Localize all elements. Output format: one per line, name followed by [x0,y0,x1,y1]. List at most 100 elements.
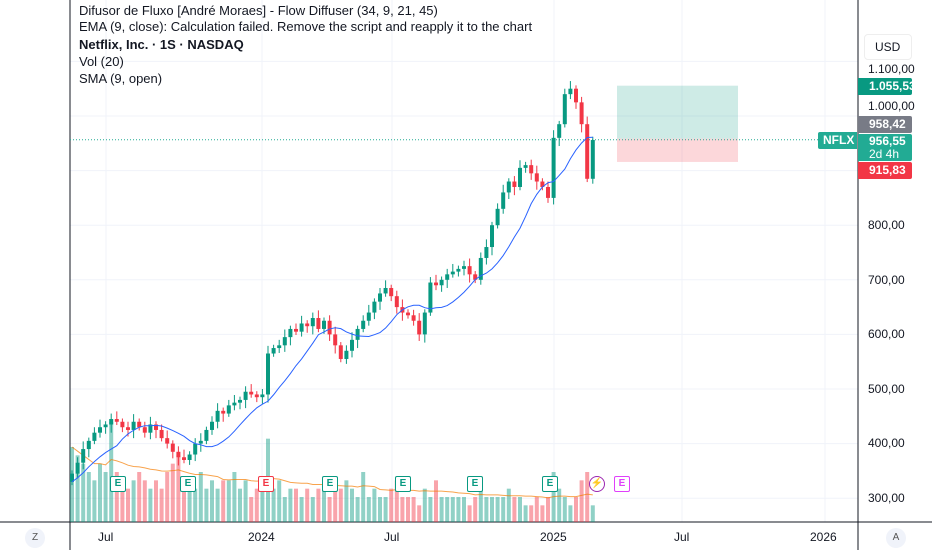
candle-body [540,181,545,187]
candle-body [120,421,125,428]
earnings-event-icon[interactable]: E [395,476,411,492]
candle-body [478,257,483,280]
candle-body [495,208,500,226]
volume-bar [501,497,506,522]
candle-body [98,427,102,433]
candle-body [501,192,506,209]
candle-body [484,247,489,258]
candle-body [411,315,416,321]
candle-body [534,173,539,182]
candle-body [243,391,248,400]
volume-bar [215,488,220,522]
price-label: 1.000,00 [868,99,915,113]
indicator-legend-flow-diffuser[interactable]: Difusor de Fluxo [André Moraes] - Flow D… [79,3,438,18]
volume-bar [579,480,584,522]
candle-body [383,287,388,294]
candle-body [266,353,270,395]
volume-bar [557,488,562,522]
candle-body [249,391,254,395]
volume-bar [159,488,164,522]
symbol-legend[interactable]: Netflix, Inc. · 1S · NASDAQ [79,37,244,52]
volume-bar [361,472,366,522]
volume-bar [338,488,343,522]
candle-body [142,427,147,433]
volume-bar [372,488,377,522]
volume-bar [590,505,595,522]
volume-bar [154,480,158,522]
time-label: Jul [674,530,690,544]
volume-bar [467,505,472,522]
volume-bar [400,497,405,522]
candle-body [562,94,567,125]
volume-bar [238,488,242,522]
price-label: 700,00 [868,273,905,287]
candle-body [574,88,578,103]
volume-bar [98,463,102,522]
volume-bar [277,480,282,522]
zoom-button[interactable]: Z [25,528,45,548]
volume-bar [450,497,455,522]
price-label: 300,00 [868,491,905,505]
volume-bar [523,505,528,522]
volume-bar [568,505,573,522]
candle-body [417,320,422,335]
volume-bar [562,497,567,522]
volume-bar [546,497,550,522]
candle-body [305,323,310,327]
symbol-tag: NFLX [818,132,857,149]
dividend-event-icon[interactable]: ⚡ [589,476,605,492]
volume-bar [484,497,489,522]
volume-bar [299,497,304,522]
time-label: 2026 [810,530,837,544]
candle-body [394,296,399,308]
earnings-event-icon[interactable]: E [542,476,558,492]
candle-body [210,421,214,430]
candle-body [215,410,220,422]
target-price-tag: 1.055,53 [858,78,916,95]
volume-bar [204,488,209,522]
volume-bar [243,480,248,522]
currency-button[interactable]: USD [864,34,912,60]
entry-price-tag: 958,42 [858,116,912,133]
volume-bar [327,497,332,522]
candle-body [366,312,371,321]
earnings-event-icon[interactable]: E [110,476,126,492]
candle-body [204,429,209,441]
earnings-event-icon[interactable]: E [614,476,630,492]
earnings-event-icon[interactable]: E [467,476,483,492]
candle-body [165,438,170,444]
volume-bar [288,488,293,522]
candle-body [568,88,573,95]
candle-body [277,345,282,349]
volume-bar [417,505,422,522]
indicator-legend-ema-error[interactable]: EMA (9, close): Calculation failed. Remo… [79,19,533,34]
auto-scale-button[interactable]: A [886,528,906,548]
volume-bar [495,497,500,522]
candle-body [299,323,304,332]
candle-body [467,266,472,275]
volume-bar [529,505,534,522]
candle-body [103,424,108,428]
volume-legend[interactable]: Vol (20) [79,54,124,69]
candle-body [154,424,158,430]
earnings-event-icon[interactable]: E [258,476,274,492]
candle-body [221,410,226,414]
candle-body [344,350,349,359]
volume-bar [378,497,382,522]
time-label: 2025 [540,530,567,544]
earnings-event-icon[interactable]: E [180,476,196,492]
sma-legend[interactable]: SMA (9, open) [79,71,163,86]
earnings-event-icon[interactable]: E [322,476,338,492]
candle-body [176,451,181,458]
volume-bar [355,497,360,522]
candle-body [75,462,80,474]
candle-body [512,181,517,187]
volume-bar [103,472,108,522]
candle-body [271,348,276,354]
candle-body [422,312,427,335]
price-label: 500,00 [868,382,905,396]
bar-countdown: 2d 4h [869,147,900,161]
volume-bar [165,472,170,522]
candle-body [193,443,198,455]
